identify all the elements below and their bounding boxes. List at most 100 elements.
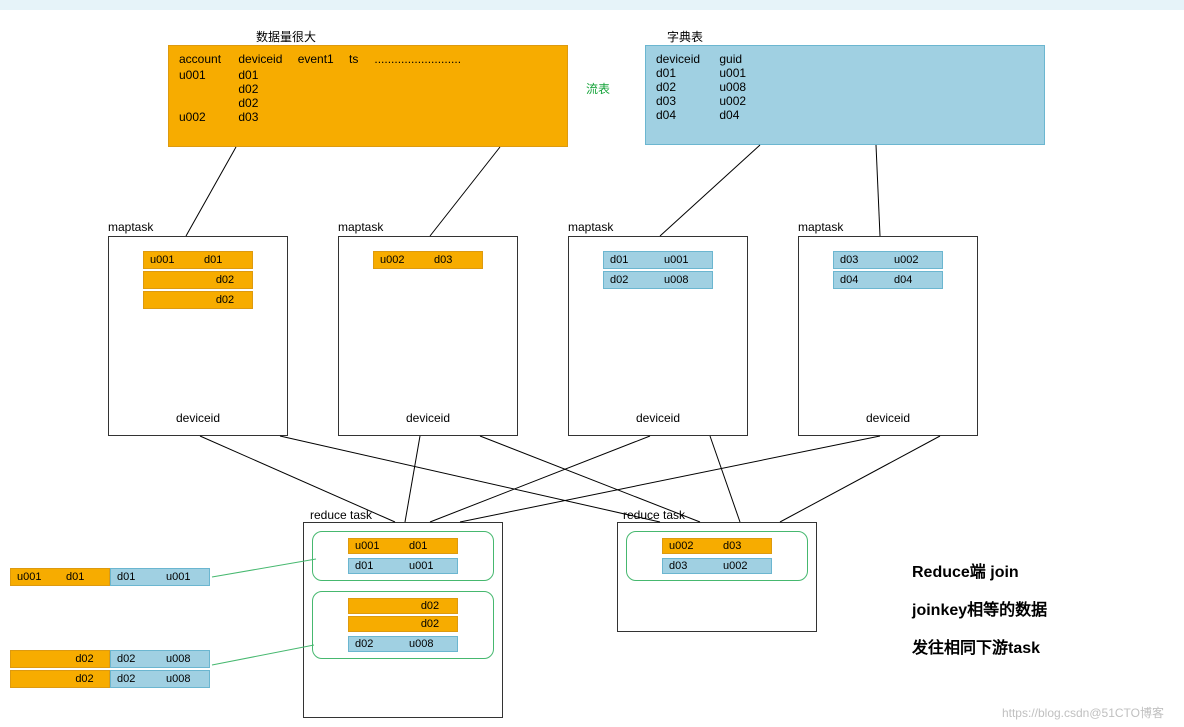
mt4-devid: deviceid <box>799 411 977 425</box>
lp1-yellow: u001 d01 <box>10 568 110 586</box>
rt-h1: guid <box>719 52 775 66</box>
rt-line3: 发往相同下游task <box>912 634 1047 658</box>
rt-r3-1: d04 <box>719 108 775 122</box>
r1g1-yellow: u001 d01 <box>348 538 458 554</box>
r1g1-b-0: d01 <box>349 560 403 572</box>
mt1-r0-0: u001 <box>144 254 198 266</box>
maptask-label-2: maptask <box>338 220 383 234</box>
reduce1-group2: d02 d02 d02 u008 <box>312 591 494 659</box>
mt3-r0-0: d01 <box>604 254 658 266</box>
reduce-label-1: reduce task <box>310 508 372 522</box>
maptask-box-2: u002 d03 deviceid <box>338 236 518 436</box>
rt-line1: Reduce端 join <box>912 558 1047 582</box>
r1g2-b-1: u008 <box>403 638 457 650</box>
rt-r3-0: d04 <box>656 108 716 122</box>
lp2-yellow: d02 <box>10 650 110 668</box>
lt-r3-1: d03 <box>238 110 294 124</box>
lp1-y-0: u001 <box>11 571 60 583</box>
mt4-r1-1: d04 <box>888 274 942 286</box>
lp3-yellow: d02 <box>10 670 110 688</box>
lp2-blue: d02 u008 <box>110 650 210 668</box>
rt-r1-1: u008 <box>719 80 775 94</box>
mt2-devid: deviceid <box>339 411 517 425</box>
mt4-r0-1: u002 <box>888 254 942 266</box>
lp3-b-1: u008 <box>160 673 209 685</box>
reduce-box-2: u002 d03 d03 u002 <box>617 522 817 632</box>
r1g1-b-1: u001 <box>403 560 457 572</box>
rt-line2: joinkey相等的数据 <box>912 596 1047 620</box>
rt-r1-0: d02 <box>656 80 716 94</box>
r1g2-b-0: d02 <box>349 638 403 650</box>
lt-r3-0: u002 <box>179 110 235 124</box>
maptask-label-3: maptask <box>568 220 613 234</box>
rt-r0-1: u001 <box>719 66 775 80</box>
mt3-devid: deviceid <box>569 411 747 425</box>
lp2-b-0: d02 <box>111 653 160 665</box>
lt-h-ts: ts <box>349 52 371 66</box>
right-text-block: Reduce端 join joinkey相等的数据 发往相同下游task <box>912 558 1047 658</box>
mt3-r0-1: u001 <box>658 254 712 266</box>
r1g2-yellow1: d02 <box>348 598 458 614</box>
r2g1-blue: d03 u002 <box>662 558 772 574</box>
r1g2-y1-1: d02 <box>403 600 457 612</box>
left-table: account deviceid event1 ts .............… <box>168 45 568 147</box>
lt-r0-0: u001 <box>179 68 235 82</box>
stream-table-label: 流表 <box>586 80 610 97</box>
r2g1-y-1: d03 <box>717 540 771 552</box>
mt2-r0-1: d03 <box>428 254 482 266</box>
mt4-row-1: d04 d04 <box>833 271 943 289</box>
left-pair-1: u001 d01 d01 u001 <box>10 568 210 586</box>
top-bar <box>0 0 1184 10</box>
r2g1-y-0: u002 <box>663 540 717 552</box>
rt-r2-0: d03 <box>656 94 716 108</box>
r2g1-b-1: u002 <box>717 560 771 572</box>
mt1-r0-1: d01 <box>198 254 252 266</box>
lp1-b-1: u001 <box>160 571 209 583</box>
mt1-row-0: u001 d01 <box>143 251 253 269</box>
r1g1-blue: d01 u001 <box>348 558 458 574</box>
lt-dots: .......................... <box>374 52 461 66</box>
lp3-blue: d02 u008 <box>110 670 210 688</box>
big-data-label: 数据量很大 <box>256 28 316 45</box>
mt1-row-2: d02 <box>143 291 253 309</box>
mt3-row-1: d02 u008 <box>603 271 713 289</box>
reduce2-group1: u002 d03 d03 u002 <box>626 531 808 581</box>
lp1-y-1: d01 <box>60 571 109 583</box>
lp2-b-1: u008 <box>160 653 209 665</box>
r1g1-y-1: d01 <box>403 540 457 552</box>
maptask-label-1: maptask <box>108 220 153 234</box>
mt3-r1-1: u008 <box>658 274 712 286</box>
reduce-box-1: u001 d01 d01 u001 d02 d02 d02 u008 <box>303 522 503 718</box>
r2g1-b-0: d03 <box>663 560 717 572</box>
mt2-row-0: u002 d03 <box>373 251 483 269</box>
lt-h-account: account <box>179 52 235 66</box>
left-pair-2: d02 d02 u008 <box>10 650 210 668</box>
lt-h-deviceid: deviceid <box>238 52 294 66</box>
rt-h0: deviceid <box>656 52 716 66</box>
lp1-b-0: d01 <box>111 571 160 583</box>
right-table: deviceid guid d01 u001 d02 u008 d03 u002… <box>645 45 1045 145</box>
mt4-r1-0: d04 <box>834 274 888 286</box>
mt1-devid: deviceid <box>109 411 287 425</box>
r1g2-yellow2: d02 <box>348 616 458 632</box>
lp1-blue: d01 u001 <box>110 568 210 586</box>
mt2-r0-0: u002 <box>374 254 428 266</box>
mt4-row-0: d03 u002 <box>833 251 943 269</box>
reduce1-group1: u001 d01 d01 u001 <box>312 531 494 581</box>
lt-r0-1: d01 <box>238 68 294 82</box>
lt-h-event1: event1 <box>298 52 346 66</box>
maptask-box-1: u001 d01 d02 d02 deviceid <box>108 236 288 436</box>
mt3-r1-0: d02 <box>604 274 658 286</box>
r1g2-y2-1: d02 <box>403 618 457 630</box>
mt3-row-0: d01 u001 <box>603 251 713 269</box>
rt-r2-1: u002 <box>719 94 775 108</box>
mt1-r2-1: d02 <box>198 294 252 306</box>
maptask-box-4: d03 u002 d04 d04 deviceid <box>798 236 978 436</box>
mt1-r1-1: d02 <box>198 274 252 286</box>
r1g1-y-0: u001 <box>349 540 403 552</box>
left-pair-3: d02 d02 u008 <box>10 670 210 688</box>
rt-r0-0: d01 <box>656 66 716 80</box>
mt4-r0-0: d03 <box>834 254 888 266</box>
lt-r1-1: d02 <box>238 82 294 96</box>
r2g1-yellow: u002 d03 <box>662 538 772 554</box>
